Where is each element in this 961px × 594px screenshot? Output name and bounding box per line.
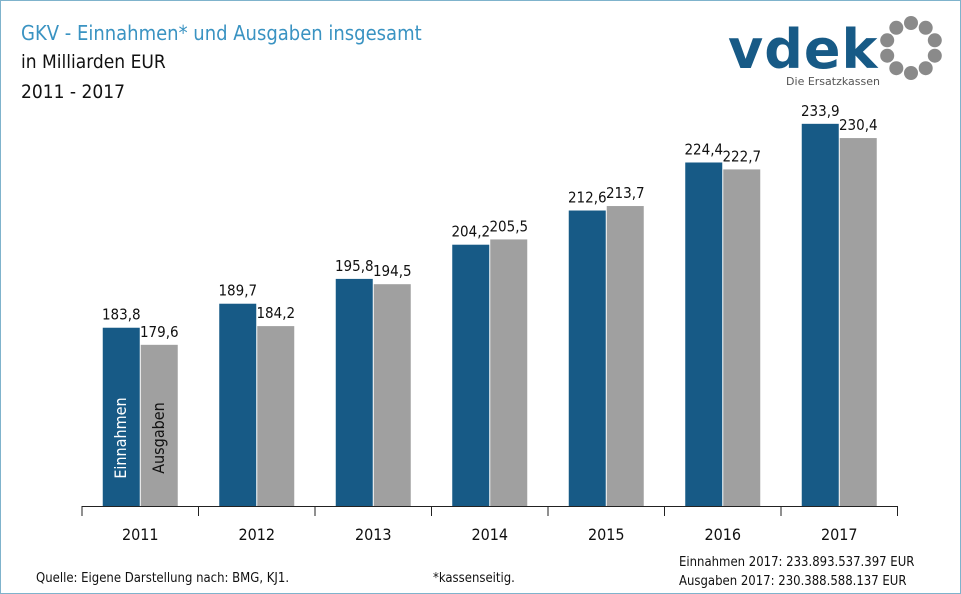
chart-title: GKV - Einnahmen* und Ausgaben insgesamt <box>21 21 422 45</box>
x-tick-label: 2014 <box>471 525 508 544</box>
logo-ring-segment <box>889 20 904 35</box>
logo-ring-icon <box>880 16 942 80</box>
bar-einnahmen <box>102 327 140 506</box>
bar-einnahmen <box>568 210 606 506</box>
bar-ausgaben <box>839 138 877 506</box>
data-label: 233,9 <box>801 102 840 120</box>
data-label: 183,8 <box>102 306 141 324</box>
x-tick-label: 2015 <box>588 525 625 544</box>
bar-einnahmen <box>452 244 490 506</box>
source-note: Quelle: Eigene Darstellung nach: BMG, KJ… <box>36 571 290 586</box>
data-label: 184,2 <box>256 304 295 322</box>
logo-wordmark: vdek <box>728 18 878 81</box>
logo-ring-segment <box>927 33 942 48</box>
data-label: 212,6 <box>568 189 607 207</box>
expenses-2017-note: Ausgaben 2017: 230.388.588.137 EUR <box>679 574 907 589</box>
logo-tagline: Die Ersatzkassen <box>786 75 880 88</box>
chart-years: 2011 - 2017 <box>21 81 126 103</box>
bar-einnahmen <box>801 123 839 507</box>
logo-ring-segment <box>918 61 933 76</box>
x-tick-label: 2011 <box>122 525 159 544</box>
logo-ring-segment <box>904 66 918 80</box>
data-label: 189,7 <box>218 282 257 300</box>
bar-ausgaben <box>257 326 295 506</box>
bar-ausgaben <box>490 239 528 507</box>
x-tick-label: 2016 <box>704 525 741 544</box>
bar-ausgaben <box>373 284 411 506</box>
bar-ausgaben <box>723 169 761 506</box>
logo-ring-segment <box>880 48 895 63</box>
data-label: 224,4 <box>684 140 723 158</box>
data-label: 230,4 <box>839 116 878 134</box>
data-label: 194,5 <box>373 262 412 280</box>
data-label: 213,7 <box>606 184 645 202</box>
bar-einnahmen <box>335 278 373 506</box>
x-tick-label: 2013 <box>355 525 392 544</box>
logo-ring-segment <box>889 61 904 76</box>
logo-ring-segment <box>880 33 895 48</box>
vdek-logo: vdek Die Ersatzkassen <box>728 16 942 88</box>
data-label: 205,5 <box>489 217 528 235</box>
logo-ring-segment <box>904 16 918 30</box>
bar-einnahmen <box>219 303 257 506</box>
legend-label-einnahmen: Einnahmen <box>111 397 130 478</box>
data-label: 179,6 <box>140 323 179 341</box>
chart-subtitle: in Milliarden EUR <box>21 51 166 73</box>
footnote: *kassenseitig. <box>433 571 515 586</box>
logo-ring-segment <box>927 48 942 63</box>
bar-ausgaben <box>606 206 644 506</box>
legend-label-ausgaben: Ausgaben <box>149 402 168 474</box>
data-label: 222,7 <box>722 147 761 165</box>
x-tick-label: 2012 <box>238 525 275 544</box>
bar-ausgaben <box>140 344 178 506</box>
logo-ring-segment <box>918 20 933 35</box>
data-label: 195,8 <box>335 257 374 275</box>
x-tick-label: 2017 <box>821 525 858 544</box>
bar-einnahmen <box>685 162 723 506</box>
data-label: 204,2 <box>451 223 490 241</box>
income-2017-note: Einnahmen 2017: 233.893.537.397 EUR <box>679 555 915 570</box>
